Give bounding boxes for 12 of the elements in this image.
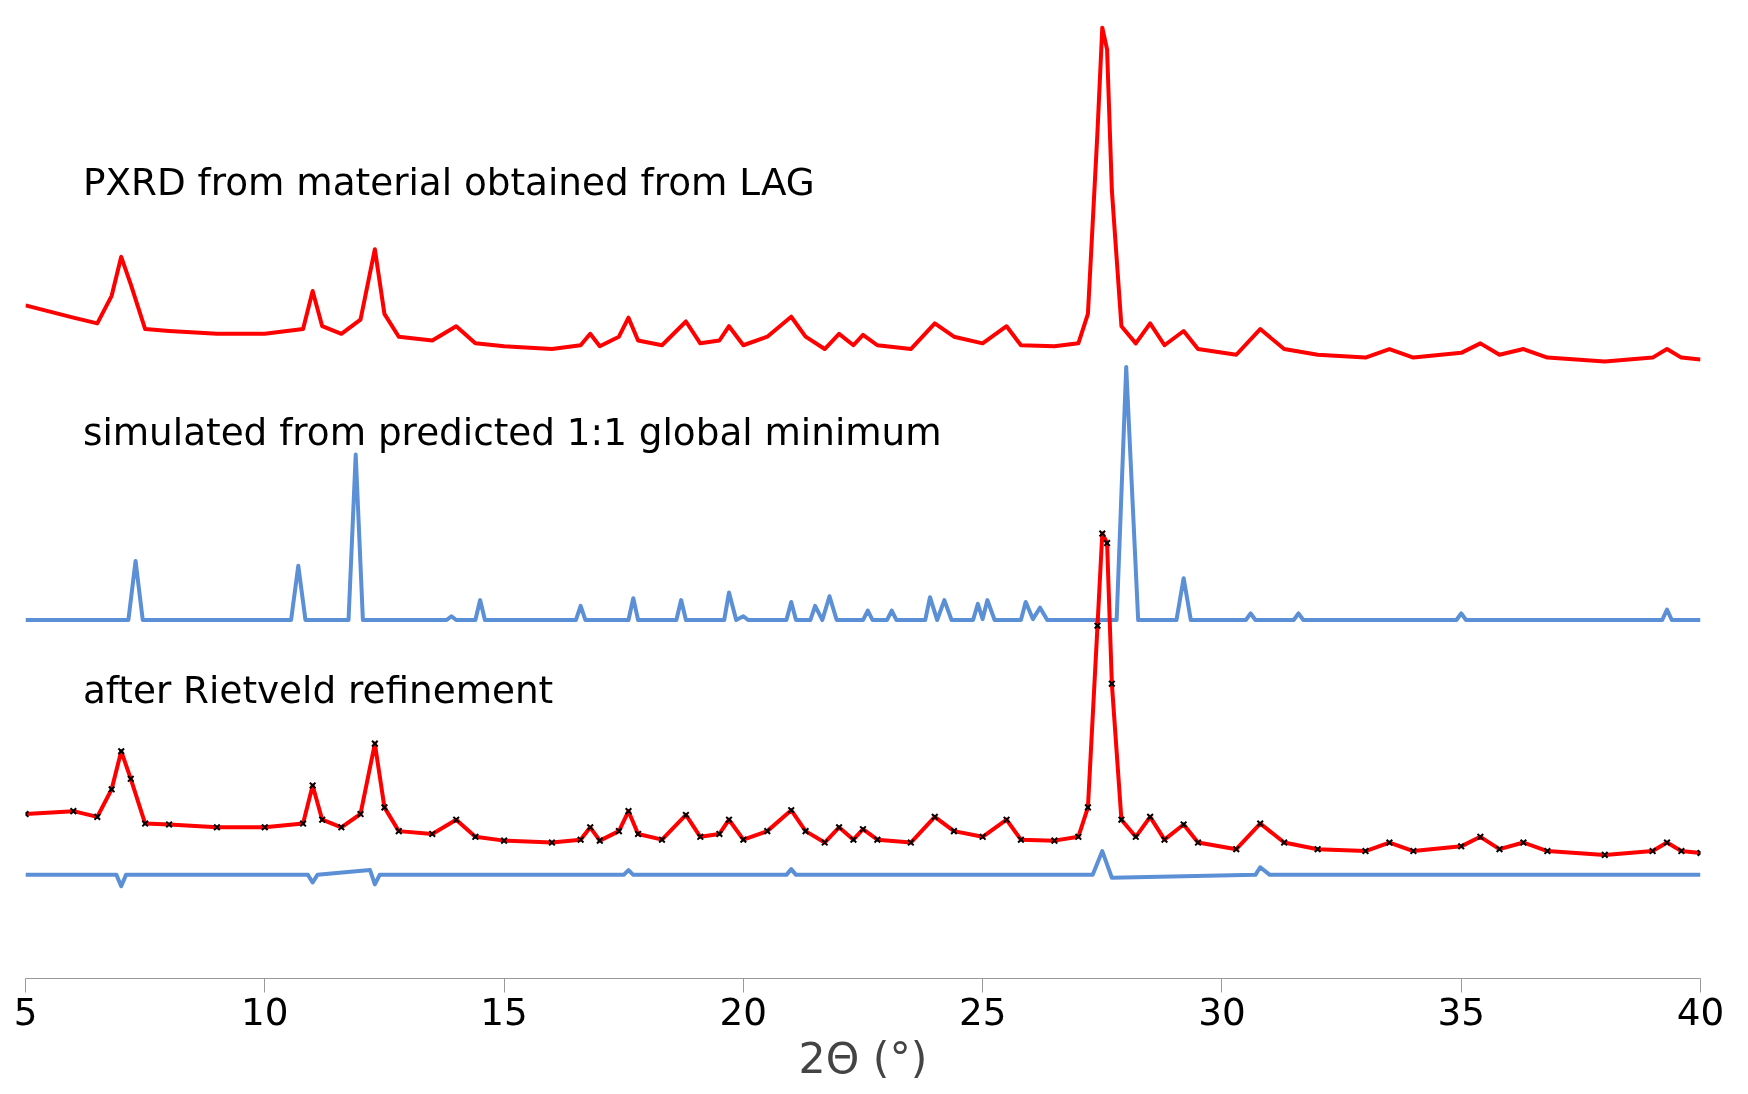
x-tick-label: 30	[1198, 989, 1246, 1034]
x-tick-label: 40	[1676, 989, 1725, 1034]
x-tick-label: 10	[241, 989, 289, 1034]
x-tick-label: 25	[958, 989, 1007, 1034]
x-tick-label: 20	[719, 989, 768, 1034]
annotation: PXRD from material obtained from LAG	[82, 159, 815, 204]
x-axis-title: 2Θ (°)	[798, 1032, 928, 1083]
annotation: after Rietveld refinement	[82, 668, 554, 713]
x-tick-label: 15	[480, 989, 528, 1034]
x-tick-label: 5	[13, 989, 38, 1034]
x-tick-label: 35	[1437, 989, 1485, 1034]
annotation: simulated from predicted 1:1 global minimum	[82, 409, 942, 454]
